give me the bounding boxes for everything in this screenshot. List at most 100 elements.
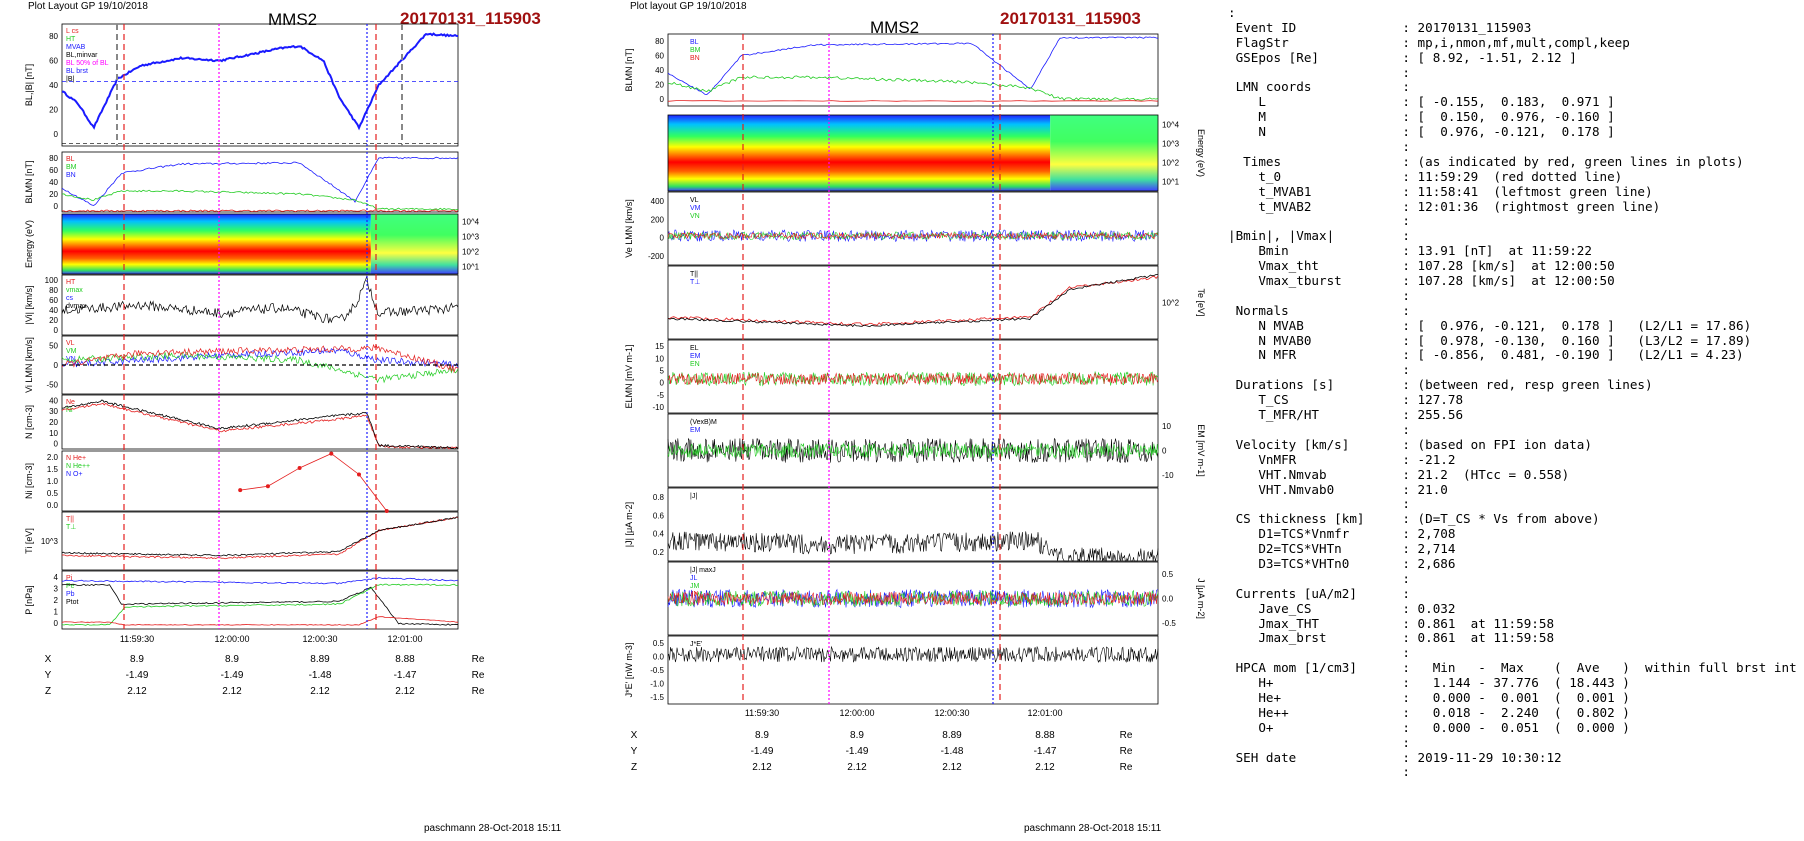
- right-ytick-label: -5: [657, 391, 665, 400]
- r-bl-line: [667, 36, 1159, 96]
- info-line: He+ : 0.000 - 0.001 ( 0.001 ): [1228, 689, 1630, 705]
- left-panel-7: Ti [eV] 10^3 T||T⊥: [24, 511, 459, 571]
- right-legend-entry: EL: [690, 345, 699, 352]
- ti-1-line: [61, 516, 458, 557]
- bl-line: [61, 32, 459, 131]
- right-ytick-label: 60: [655, 52, 664, 61]
- right-ephem-value: 8.89: [942, 730, 962, 741]
- info-line: SEH date : 2019-11-29 10:30:12: [1228, 749, 1562, 765]
- info-line: :: [1228, 213, 1410, 229]
- right-panel-ylabel: J [μA m-2]: [1196, 578, 1206, 619]
- info-line: Event ID : 20170131_115903: [1228, 19, 1532, 35]
- vi-VL-line: [61, 347, 459, 369]
- right-ephem-value: -1.47: [1034, 746, 1057, 757]
- blmn-BM-line: [61, 189, 459, 211]
- right-ytick-label: 80: [655, 37, 664, 46]
- info-line: VnMFR : -21.2: [1228, 451, 1456, 467]
- info-line: :: [1228, 645, 1410, 661]
- info-line: N : [ 0.976, -0.121, 0.178 ]: [1228, 124, 1615, 140]
- right-ephem-value: -1.49: [751, 746, 774, 757]
- left-ephem-value: 8.89: [310, 654, 330, 665]
- right-legend-entry: |J|: [690, 493, 697, 500]
- right-ytick-label: 0.0: [653, 652, 665, 661]
- left-ephem-value: 2.12: [127, 686, 147, 697]
- right-legend-entry: JL: [690, 575, 698, 582]
- right-panel-8: J*E' [nW m-3] -1.5 -1.0 -0.5 0.0 0.5 J*E': [624, 635, 1159, 705]
- footer-right: paschmann 28-Oct-2018 15:11: [1024, 823, 1162, 834]
- left-panel-frame: [61, 151, 459, 213]
- left-panel-ylabel: P [nPa]: [24, 585, 34, 614]
- right-ytick-label: 0: [660, 234, 665, 243]
- right-ephem-unit: Re: [1120, 730, 1133, 741]
- right-legend-entry: |J| maxJ: [690, 567, 716, 574]
- right-panel-frame: [667, 413, 1159, 488]
- right-ytick-label: 5: [660, 366, 665, 375]
- left-ytick-label: 10^4: [462, 218, 480, 227]
- right-xtick-label: 12:00:00: [839, 708, 874, 718]
- left-ytick-label: 20: [49, 105, 58, 114]
- layout-label-right: Plot layout GP 19/10/2018: [630, 1, 747, 12]
- info-line: T_MFR/HT : 255.56: [1228, 407, 1464, 423]
- hepp-line: [240, 453, 388, 512]
- left-legend-entry: N He+: [66, 455, 86, 462]
- left-ytick-label: 40: [49, 306, 58, 315]
- right-ytick-label: 0.5: [653, 639, 665, 648]
- right-ephem-unit: Re: [1120, 746, 1133, 757]
- left-ephem-value: -1.49: [126, 670, 149, 681]
- right-ephem-value: 8.88: [1035, 730, 1055, 741]
- right-ephem-value: 2.12: [942, 762, 962, 773]
- right-legend-entry: VM: [690, 205, 701, 212]
- info-line: :: [1228, 764, 1410, 780]
- left-panel-ylabel: |Vi| [km/s]: [24, 285, 34, 324]
- left-ephem-value: -1.49: [221, 670, 244, 681]
- left-ephem-unit: Re: [472, 670, 485, 681]
- right-ytick-label: 0: [660, 379, 665, 388]
- right-ytick-label: 10^2: [1162, 299, 1180, 308]
- info-line: M : [ 0.150, 0.976, -0.160 ]: [1228, 109, 1615, 125]
- info-line: Durations [s] : (between red, resp green…: [1228, 377, 1653, 393]
- right-panel-frame: [667, 635, 1159, 705]
- left-spectrogram-sheath: [370, 214, 458, 274]
- left-xtick-label: 12:01:00: [387, 634, 422, 644]
- left-panel-ylabel: BL,|B| [nT]: [24, 64, 34, 106]
- right-xtick-label: 12:01:00: [1027, 708, 1062, 718]
- left-ytick-label: 10^2: [462, 248, 480, 257]
- left-ytick-label: 40: [49, 396, 58, 405]
- info-line: He++ : 0.018 - 2.240 ( 0.802 ): [1228, 704, 1630, 720]
- right-ytick-label: 10: [655, 354, 664, 363]
- right-legend-entry: T⊥: [690, 279, 700, 286]
- left-ytick-label: 0: [54, 202, 59, 211]
- left-legend-entry: HT: [66, 279, 76, 286]
- info-line: t_MVAB1 : 11:58:41 (leftmost green line): [1228, 183, 1653, 199]
- left-ytick-label: 4: [54, 573, 59, 582]
- left-ephem-value: 2.12: [395, 686, 415, 697]
- right-ytick-label: -0.5: [1162, 619, 1176, 628]
- r-jmag-line: [667, 531, 1159, 563]
- left-legend-entry: N He++: [66, 463, 90, 470]
- left-xtick-label: 12:00:00: [214, 634, 249, 644]
- left-panel-frame: [61, 274, 459, 336]
- left-legend-entry: T⊥: [66, 524, 76, 531]
- left-ephem-value: 8.9: [225, 654, 239, 665]
- left-panel-frame: [61, 450, 459, 512]
- info-line: :: [1228, 734, 1410, 750]
- info-line: O+ : 0.000 - 0.051 ( 0.000 ): [1228, 719, 1630, 735]
- left-ytick-label: 20: [49, 190, 58, 199]
- info-line: Times : (as indicated by red, green line…: [1228, 153, 1744, 169]
- info-line: VHT.Nmvab : 21.2 (HTcc = 0.558): [1228, 466, 1570, 482]
- info-line: H+ : 1.144 - 37.776 ( 18.443 ): [1228, 675, 1630, 691]
- event-info-block: : Event ID : 20170131_115903 FlagStr : m…: [1228, 5, 1797, 780]
- right-panel-ylabel: ELMN [mV m-1]: [624, 344, 634, 408]
- right-ytick-label: -200: [648, 252, 665, 261]
- info-line: N MVAB : [ 0.976, -0.121, 0.178 ] (L2/L1…: [1228, 317, 1752, 333]
- right-xtick-label: 12:00:30: [934, 708, 969, 718]
- right-ytick-label: 40: [655, 66, 664, 75]
- info-line: t_MVAB2 : 12:01:36 (rightmost green line…: [1228, 198, 1661, 214]
- left-ytick-label: -50: [46, 380, 58, 389]
- left-ytick-label: 0.0: [47, 501, 59, 510]
